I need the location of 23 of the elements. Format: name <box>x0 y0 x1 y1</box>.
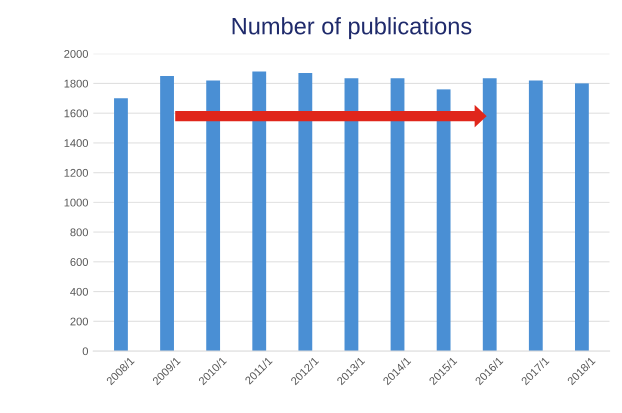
y-tick-label: 1000 <box>64 198 88 207</box>
y-tick-label: 1600 <box>64 109 88 118</box>
bar <box>574 83 589 352</box>
bar <box>482 78 497 352</box>
bar <box>252 72 266 352</box>
bar <box>160 76 174 352</box>
y-tick-label: 1200 <box>64 168 88 177</box>
bar <box>114 98 128 352</box>
y-tick-label: 1800 <box>64 80 88 88</box>
bar <box>436 89 451 352</box>
y-tick-label: 600 <box>70 258 88 266</box>
bar <box>206 80 220 352</box>
y-tick-label: 0 <box>82 347 88 356</box>
bar <box>344 78 358 352</box>
y-tick-label: 400 <box>70 288 88 296</box>
y-tick-label: 2000 <box>64 50 88 58</box>
y-tick-label: 1400 <box>64 139 88 148</box>
chart-title: Number of publications <box>232 17 472 40</box>
bar <box>528 80 543 352</box>
y-tick-label: 800 <box>70 228 88 236</box>
bar <box>390 78 404 352</box>
bar <box>298 73 312 352</box>
y-tick-label: 200 <box>70 318 88 326</box>
